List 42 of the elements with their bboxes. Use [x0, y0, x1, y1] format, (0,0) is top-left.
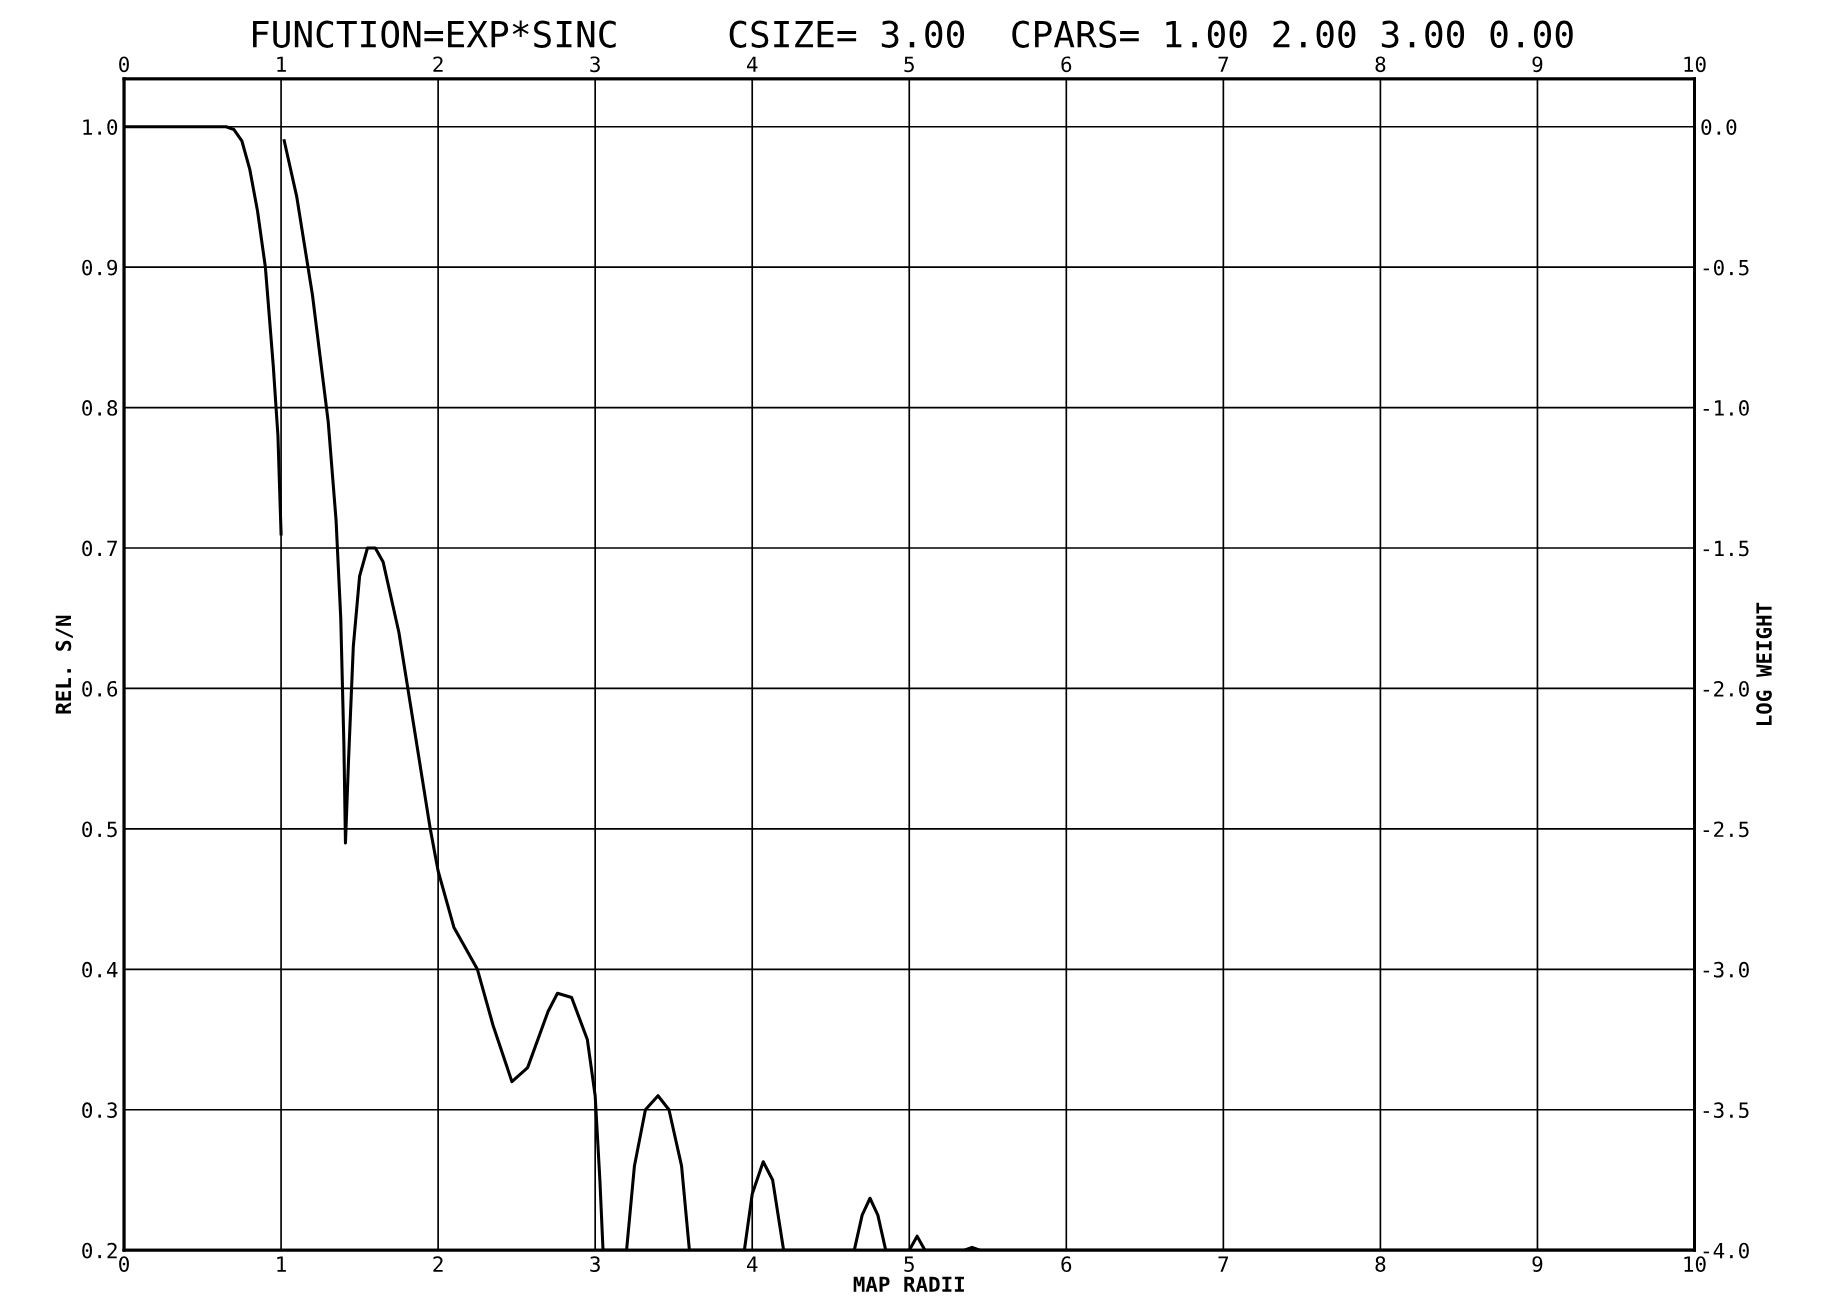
y-tick-label: 0.7	[82, 540, 117, 557]
chart-title: FUNCTION=EXP*SINC CSIZE= 3.00 CPARS= 1.00 2.00 3.00 0.00	[253, 20, 1573, 48]
y2-tick-label: -1.5	[1703, 540, 1749, 557]
y-tick-label: 0.4	[82, 961, 118, 978]
x-tick-label: 4	[746, 1256, 758, 1272]
y2-tick-label: -2.5	[1703, 821, 1749, 838]
x-tick-label: 2	[433, 1256, 443, 1272]
x2-tick-label: 3	[590, 56, 600, 73]
y-tick-label: 0.5	[82, 821, 117, 838]
x-tick-label: 1	[277, 1256, 286, 1272]
x2-tick-label: 2	[433, 56, 443, 72]
x-tick-label: 3	[590, 1256, 600, 1272]
x2-tick-label: 0	[119, 56, 129, 73]
x2-tick-label: 4	[746, 56, 758, 72]
x2-tick-label: 7	[1218, 56, 1229, 72]
x-tick-label: 8	[1375, 1256, 1386, 1272]
x-tick-label: 7	[1218, 1256, 1229, 1272]
y2-axis-title: LOG WEIGHT	[1756, 602, 1772, 725]
y-axis-title: REL. S/N	[55, 615, 73, 714]
x2-tick-label: 9	[1532, 56, 1543, 73]
y2-tick-label: -1.0	[1703, 400, 1749, 416]
x2-tick-label: 10	[1684, 56, 1706, 73]
y-tick-label: 0.3	[82, 1102, 117, 1119]
y-tick-label: 0.6	[82, 680, 118, 697]
x2-tick-label: 8	[1375, 56, 1386, 73]
y2-tick-label: -2.0	[1703, 680, 1749, 697]
y2-tick-label: 0.0	[1701, 119, 1737, 135]
x-tick-label: 0	[119, 1256, 129, 1272]
y2-tick-label: -3.5	[1703, 1102, 1749, 1119]
x2-tick-label: 6	[1061, 56, 1072, 73]
y2-tick-label: -0.5	[1703, 259, 1749, 276]
x2-tick-label: 1	[277, 56, 286, 72]
x-tick-label: 6	[1061, 1256, 1072, 1272]
x-tick-label: 5	[904, 1256, 914, 1272]
x-axis-title: MAP RADII	[853, 1276, 964, 1292]
y-tick-label: 0.8	[82, 400, 118, 416]
y-tick-label: 0.2	[82, 1242, 117, 1259]
y-tick-label: 0.9	[82, 259, 118, 276]
y-tick-label: 1.0	[83, 119, 118, 135]
y2-tick-label: -3.0	[1703, 961, 1749, 978]
x-tick-label: 9	[1532, 1256, 1543, 1272]
x2-tick-label: 5	[904, 56, 914, 73]
